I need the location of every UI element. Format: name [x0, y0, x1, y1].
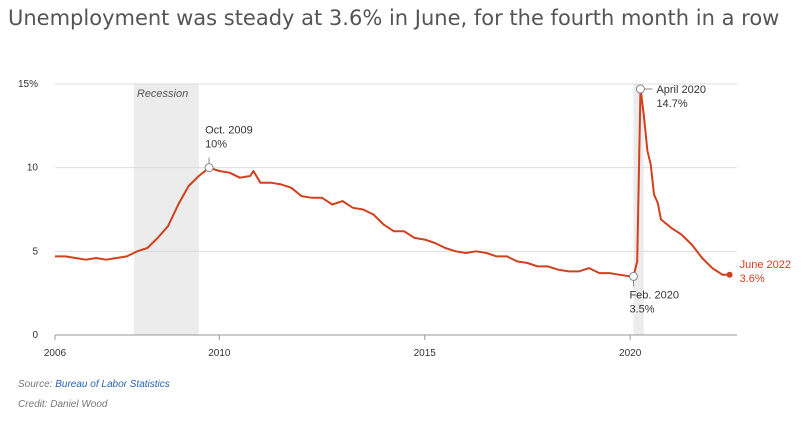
x-axis: 2006 2010 2015 2020: [44, 335, 642, 359]
y-tick-label: 15%: [18, 79, 38, 90]
annotation-marker: [204, 163, 214, 173]
series-layer: [55, 88, 730, 278]
x-tick-label: 2010: [208, 348, 231, 359]
annotation-value: 3.6%: [740, 273, 765, 285]
unemployment-line-chart: Recession 2006 2010 2015 2020 0 5 10 15% Oct. …: [18, 79, 791, 359]
x-tick-label: 2006: [44, 348, 67, 359]
source-prefix: Source:: [18, 379, 56, 390]
recession-band-1: [133, 84, 199, 335]
x-tick-label: 2020: [619, 348, 642, 359]
annotation-value: 14.7%: [656, 98, 687, 110]
annotation-label: April 2020: [656, 84, 706, 96]
x-tick-label: 2015: [414, 348, 437, 359]
annotation-label: Oct. 2009: [205, 125, 253, 137]
annotation-value: 3.5%: [629, 303, 654, 315]
recession-label: Recession: [137, 88, 188, 100]
chart-title: Unemployment was steady at 3.6% in June,…: [8, 6, 780, 30]
recession-bands: Recession: [133, 84, 644, 335]
y-tick-label: 5: [32, 246, 38, 257]
annotation-label: June 2022: [740, 259, 791, 271]
credit-note: Credit: Daniel Wood: [18, 399, 108, 410]
series-line-1: [55, 88, 730, 278]
annotations: Oct. 2009 10% April 2020 14.7% Feb. 2020 3.5%…: [204, 84, 791, 315]
annotation-value: 10%: [205, 139, 227, 151]
source-link[interactable]: Bureau of Labor Statistics: [55, 379, 170, 390]
y-tick-label: 10: [27, 163, 39, 174]
endpoint-marker: [726, 271, 733, 278]
gridlines: [55, 83, 737, 336]
y-axis: 0 5 10 15%: [18, 79, 38, 341]
annotation-marker: [628, 271, 638, 281]
annotation-marker: [635, 84, 645, 94]
y-tick-label: 0: [32, 330, 38, 341]
source-note: Source: Bureau of Labor Statistics: [18, 379, 170, 390]
annotation-label: Feb. 2020: [629, 289, 679, 301]
